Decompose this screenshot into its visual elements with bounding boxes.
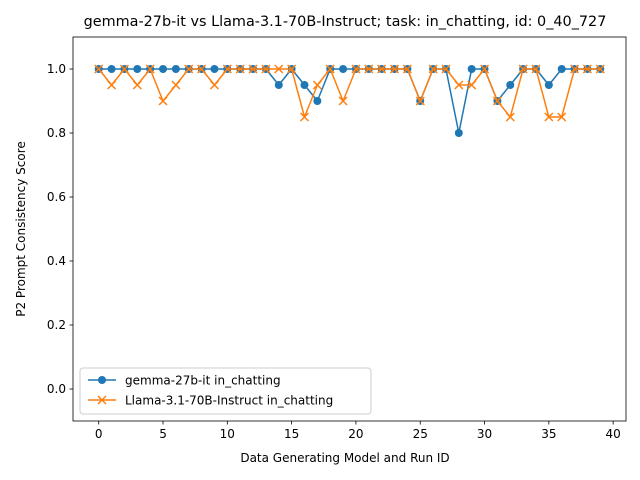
data-point xyxy=(480,64,490,74)
data-point xyxy=(518,64,528,74)
axes: 0 5 10 15 20 25 30 35 40 0.0 0.2 0.4 0.6 0.8 1.0 xyxy=(47,36,627,441)
x-tick-label: 10 xyxy=(220,427,235,441)
data-point xyxy=(235,64,245,74)
data-point xyxy=(261,64,271,74)
y-tick-label: 1.0 xyxy=(47,62,66,76)
data-point xyxy=(325,64,335,74)
legend-label-1: gemma-27b-it in_chatting xyxy=(125,373,281,387)
data-point xyxy=(274,64,284,74)
data-point xyxy=(595,64,605,74)
data-point xyxy=(415,96,425,106)
data-point xyxy=(492,96,502,106)
x-tick-label: 0 xyxy=(95,427,103,441)
legend-box xyxy=(79,367,372,415)
data-point xyxy=(313,97,322,105)
data-point xyxy=(570,64,580,74)
legend-marker-2 xyxy=(97,395,107,405)
data-point xyxy=(107,65,116,73)
data-point xyxy=(506,81,515,89)
data-point xyxy=(274,81,283,89)
data-point xyxy=(402,64,412,74)
x-tick-label: 25 xyxy=(413,427,428,441)
data-point xyxy=(428,64,438,74)
chart-title: gemma-27b-it vs Llama-3.1-70B-Instruct; … xyxy=(84,14,607,30)
data-point xyxy=(544,112,554,122)
x-tick-label: 30 xyxy=(477,427,492,441)
data-point xyxy=(339,65,348,73)
legend-label-2: Llama-3.1-70B-Instruct in_chatting xyxy=(125,393,333,407)
plot-area xyxy=(94,64,605,137)
data-point xyxy=(132,80,142,90)
x-axis-title: Data Generating Model and Run ID xyxy=(240,451,449,465)
data-point xyxy=(364,64,374,74)
data-point xyxy=(557,65,566,73)
data-point xyxy=(210,65,219,73)
series-line-2 xyxy=(98,68,601,118)
data-point xyxy=(300,81,309,89)
data-point xyxy=(209,80,219,90)
data-point xyxy=(171,80,181,90)
data-point xyxy=(582,64,592,74)
data-point xyxy=(94,64,104,74)
data-point xyxy=(557,112,567,122)
y-tick-label: 0.0 xyxy=(47,382,66,396)
data-point xyxy=(222,64,232,74)
data-point xyxy=(158,96,168,106)
data-point xyxy=(441,64,451,74)
x-tick-label: 20 xyxy=(348,427,363,441)
data-point xyxy=(133,65,142,73)
data-point xyxy=(389,64,400,74)
x-tick-label: 15 xyxy=(284,427,299,441)
data-point xyxy=(119,64,129,74)
data-point xyxy=(197,64,207,74)
data-point xyxy=(454,80,464,90)
x-tick-label: 35 xyxy=(541,427,556,441)
data-point xyxy=(299,112,310,122)
data-point xyxy=(171,65,180,73)
data-point xyxy=(505,112,515,122)
data-point xyxy=(159,65,168,73)
data-point xyxy=(107,80,117,90)
plot-frame xyxy=(72,36,627,422)
data-point xyxy=(467,80,477,90)
data-point xyxy=(351,64,361,74)
y-tick-label: 0.6 xyxy=(47,190,66,204)
legend-marker-1 xyxy=(98,376,106,384)
y-axis-title: P2 Prompt Consistency Score xyxy=(14,141,28,317)
data-point xyxy=(338,96,348,106)
data-point xyxy=(287,64,297,74)
data-point xyxy=(377,64,387,74)
data-point xyxy=(184,64,194,74)
data-point xyxy=(248,64,258,74)
legend: gemma-27b-it in_chatting Llama-3.1-70B-In… xyxy=(79,367,372,415)
y-tick-label: 0.4 xyxy=(47,254,66,268)
x-tick-label: 40 xyxy=(605,427,620,441)
data-point xyxy=(531,64,541,74)
data-point xyxy=(544,81,553,89)
x-tick-label: 5 xyxy=(159,427,167,441)
data-point xyxy=(467,65,476,73)
y-tick-label: 0.8 xyxy=(47,126,66,140)
data-point xyxy=(454,129,463,137)
y-tick-label: 0.2 xyxy=(47,318,66,332)
series-line-1 xyxy=(98,68,601,134)
data-point xyxy=(145,64,155,74)
data-point xyxy=(312,80,322,90)
